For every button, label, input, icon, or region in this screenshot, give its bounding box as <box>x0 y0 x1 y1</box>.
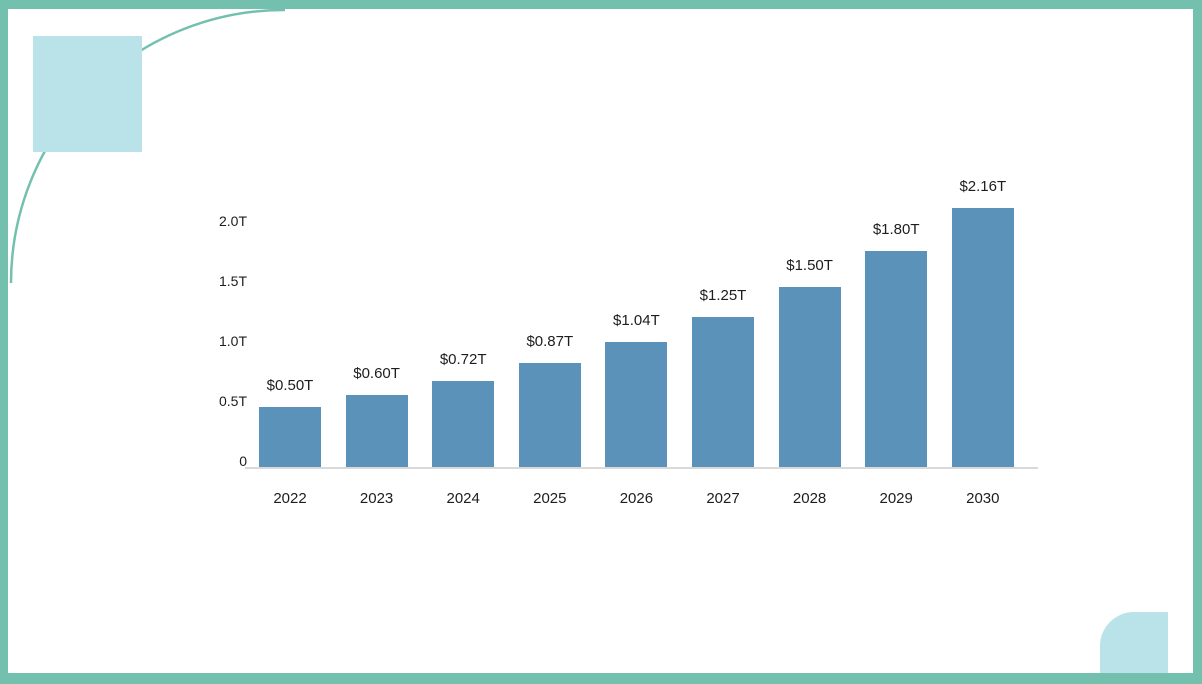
bar-2023 <box>345 395 408 467</box>
x-tick-label-2023: 2023 <box>359 490 394 507</box>
decorative-square-top-left <box>33 36 142 152</box>
value-label-2023: $0.60T <box>353 365 400 382</box>
x-tick-label-2026: 2026 <box>619 490 654 507</box>
x-tick-label-2025: 2025 <box>533 490 567 507</box>
frame-border-right <box>1193 0 1202 684</box>
x-axis-line <box>245 467 1038 469</box>
y-tick-label-1.0T: 1.0T <box>218 333 247 349</box>
value-label-2024: $0.72T <box>439 350 487 368</box>
y-tick-label-0: 0 <box>239 453 247 469</box>
y-tick-label-2.0T: 2.0T <box>218 213 247 229</box>
value-label-2028: $1.50T <box>786 257 833 274</box>
x-tick-label-2024: 2024 <box>446 490 480 507</box>
x-tick-label-2028: 2028 <box>792 490 827 507</box>
bar-2027 <box>692 317 754 467</box>
value-label-2029: $1.80T <box>872 221 920 238</box>
y-tick-label-0.5T: 0.5T <box>218 393 247 409</box>
x-tick-label-2027: 2027 <box>706 490 740 507</box>
frame-border-top <box>0 0 1202 9</box>
decorative-rounded-square-bottom-right <box>1100 612 1168 673</box>
y-tick-label-1.5T: 1.5T <box>218 273 247 289</box>
value-label-2025: $0.87T <box>526 332 574 350</box>
value-label-2030: $2.16T <box>959 177 1007 195</box>
frame-border-left <box>0 0 8 684</box>
value-label-2022: $0.50T <box>266 377 314 394</box>
bar-2030 <box>951 207 1014 467</box>
bar-2028 <box>778 287 841 467</box>
x-tick-label-2030: 2030 <box>966 490 1000 507</box>
x-tick-label-2022: 2022 <box>273 490 307 507</box>
bar-2022 <box>259 407 321 467</box>
frame-border-bottom <box>0 673 1202 684</box>
bar-2026 <box>605 342 668 467</box>
bar-2025 <box>518 362 581 467</box>
value-label-2026: $1.04T <box>613 312 660 330</box>
bar-2024 <box>432 380 495 467</box>
bar-2029 <box>865 251 928 467</box>
x-tick-label-2029: 2029 <box>879 490 913 507</box>
value-label-2027: $1.25T <box>699 287 747 304</box>
